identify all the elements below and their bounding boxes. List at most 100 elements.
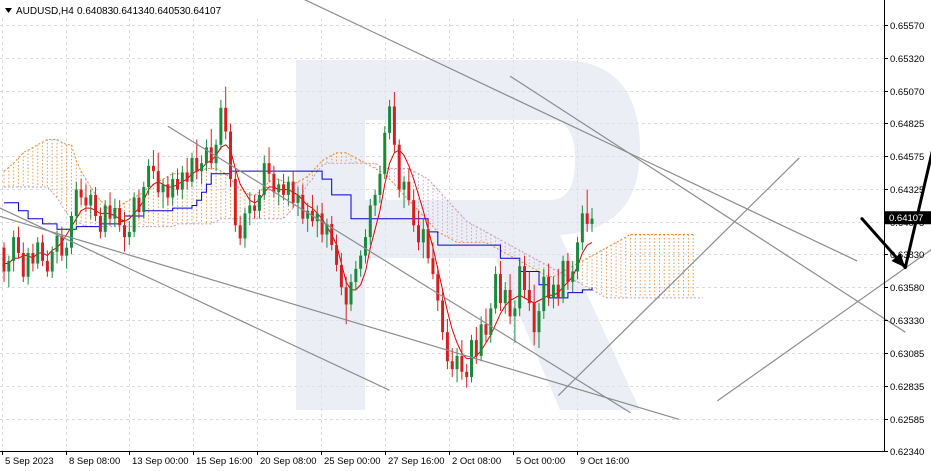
candle-body	[185, 172, 189, 182]
x-tick-label: 2 Oct 08:00	[452, 456, 501, 467]
candle-body	[373, 194, 377, 206]
candle-body	[436, 274, 440, 301]
dropdown-triangle-icon[interactable]	[5, 8, 12, 13]
candle-body	[127, 231, 131, 238]
candle-body	[50, 251, 54, 272]
candle-body	[315, 213, 319, 222]
x-tick-label: 9 Oct 16:00	[580, 456, 629, 467]
trendline[interactable]	[0, 215, 679, 420]
candle-body	[320, 213, 324, 235]
trendline[interactable]	[167, 125, 631, 414]
candle-body	[272, 173, 276, 193]
candle-body	[45, 260, 49, 272]
current-price-label: 0.64107	[889, 213, 923, 224]
candle-body	[60, 235, 64, 256]
x-tick-label: 27 Sep 16:00	[388, 456, 445, 467]
y-tick-label: 0.65320	[890, 54, 924, 65]
candle-body	[460, 355, 464, 372]
candle-body	[470, 340, 474, 378]
candles	[2, 86, 594, 388]
candle-body	[2, 247, 6, 272]
open-value: 0.64083	[77, 6, 114, 17]
candle-body	[416, 225, 420, 243]
low-value: 0.64053	[149, 6, 186, 17]
y-tick-label: 0.64325	[890, 185, 924, 196]
candle-body	[204, 147, 208, 164]
trendline[interactable]	[716, 166, 931, 402]
candle-body	[556, 284, 560, 298]
candle-body	[335, 245, 339, 265]
candle-body	[474, 340, 478, 356]
candle-body	[180, 172, 184, 190]
candle-body	[41, 242, 45, 261]
candle-body	[383, 132, 387, 174]
candle-body	[349, 282, 353, 305]
candle-body	[547, 276, 551, 298]
candle-body	[156, 171, 160, 193]
trendlines[interactable]	[0, 0, 931, 420]
candle-body	[118, 208, 122, 226]
time-axis[interactable]: 5 Sep 2023 8 Sep 08:00 13 Sep 00:00 15 Sep …	[2, 451, 630, 467]
candle-body	[363, 237, 367, 256]
candle-body	[262, 163, 266, 195]
candle-body	[344, 287, 348, 305]
candle-body	[301, 194, 305, 219]
candle-body	[585, 213, 589, 224]
axes	[0, 0, 885, 452]
symbol-label: AUDUSD,H4	[16, 6, 74, 17]
candle-body	[195, 157, 199, 172]
candle-body	[74, 189, 78, 217]
candle-body	[161, 184, 165, 193]
senkou-span-b	[4, 162, 703, 299]
candle-body	[16, 237, 20, 253]
candle-body	[571, 271, 575, 283]
candle-body	[513, 308, 517, 317]
candle-body	[36, 242, 40, 264]
candle-body	[171, 179, 175, 198]
candle-body	[257, 194, 261, 211]
forecast-arrow-head	[891, 253, 906, 268]
y-tick-label: 0.65570	[890, 21, 924, 32]
candle-body	[402, 181, 406, 190]
candle-body	[286, 181, 290, 195]
candle-body	[142, 186, 146, 213]
candle-body	[484, 324, 488, 335]
x-tick-label: 5 Oct 00:00	[516, 456, 565, 467]
current-price-box	[885, 211, 931, 225]
y-tick-label: 0.64825	[890, 119, 924, 130]
candle-body	[282, 184, 286, 195]
candle-body	[426, 229, 430, 259]
forecast-arrow-shaft	[903, 150, 931, 270]
candle-body	[224, 107, 228, 132]
trendline[interactable]	[293, 0, 858, 262]
candle-body	[551, 284, 555, 298]
trendline[interactable]	[557, 157, 800, 396]
trendline[interactable]	[0, 205, 390, 391]
candle-body	[441, 300, 445, 333]
candle-body	[388, 106, 392, 133]
candle-body	[200, 163, 204, 172]
candle-body	[561, 260, 565, 298]
candle-body	[253, 205, 257, 211]
candle-body	[122, 225, 126, 238]
candle-body	[503, 289, 507, 304]
candle-body	[566, 260, 570, 283]
candle-body	[26, 252, 30, 277]
candle-body	[421, 229, 425, 243]
candle-body	[542, 276, 546, 312]
candle-body	[84, 197, 88, 206]
y-tick-label: 0.63085	[890, 349, 924, 360]
candle-body	[494, 274, 498, 309]
candle-body	[238, 225, 242, 239]
y-tick-label: 0.63830	[890, 250, 924, 261]
trendline[interactable]	[509, 75, 906, 333]
candle-body	[431, 258, 435, 275]
candle-body	[248, 205, 252, 214]
forecast-arrows	[860, 150, 931, 270]
candle-body	[339, 264, 343, 288]
candle-body	[209, 147, 213, 164]
candle-body	[229, 131, 233, 180]
candle-body	[590, 218, 594, 224]
